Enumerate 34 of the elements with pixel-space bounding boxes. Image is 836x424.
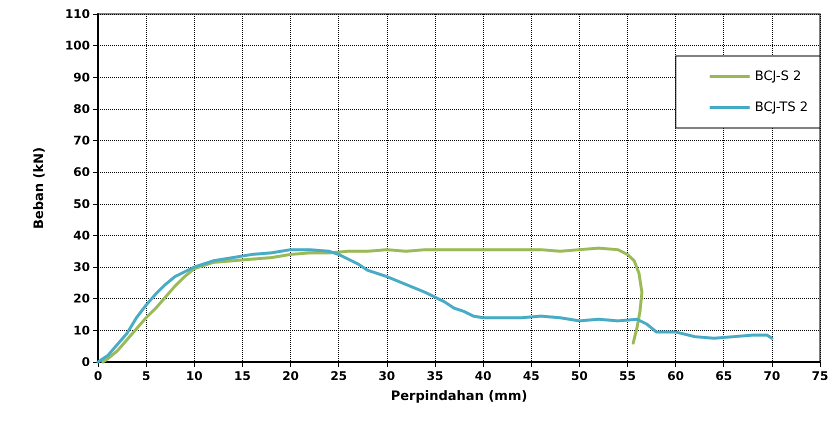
x-tick-label: 50 bbox=[570, 369, 588, 383]
x-tick-label: 15 bbox=[234, 369, 251, 383]
legend-label: BCJ-S 2 bbox=[754, 69, 802, 84]
x-tick-label: 45 bbox=[522, 369, 540, 383]
x-tick-label: 20 bbox=[282, 369, 299, 383]
y-tick-label: 20 bbox=[73, 292, 90, 306]
x-tick-label: 55 bbox=[619, 369, 636, 383]
y-tick-label: 10 bbox=[73, 323, 90, 338]
legend-label: BCJ-TS 2 bbox=[754, 100, 808, 115]
y-tick-label: 50 bbox=[73, 196, 90, 211]
y-tick-label: 90 bbox=[73, 70, 90, 84]
x-tick-label: 35 bbox=[426, 369, 444, 383]
y-tick-label: 80 bbox=[73, 102, 90, 116]
y-tick-label: 30 bbox=[73, 260, 90, 274]
x-tick-label: 30 bbox=[378, 369, 396, 383]
y-tick-label: 60 bbox=[73, 165, 90, 180]
y-axis-title: Beban (kN) bbox=[32, 147, 47, 229]
line-series bbox=[96, 248, 774, 364]
y-tick-label: 110 bbox=[64, 7, 90, 21]
x-tick-label: 10 bbox=[186, 369, 203, 383]
x-tick-label: 75 bbox=[812, 369, 828, 383]
y-tick-label: 70 bbox=[73, 134, 90, 148]
x-tick-label: 60 bbox=[667, 369, 684, 383]
x-axis-title: Perpindahan (mm) bbox=[390, 389, 528, 404]
x-tick-label: 70 bbox=[764, 369, 780, 383]
line-series bbox=[101, 246, 644, 364]
y-tick-label: 0 bbox=[82, 355, 90, 369]
x-tick-label: 40 bbox=[474, 369, 492, 383]
x-tick-label: 5 bbox=[142, 369, 150, 383]
y-tick-label: 100 bbox=[64, 38, 90, 53]
x-tick-label: 25 bbox=[330, 369, 348, 383]
x-tick-label: 0 bbox=[94, 369, 102, 383]
x-tick-label: 65 bbox=[715, 369, 732, 383]
y-tick-label: 40 bbox=[73, 228, 90, 242]
